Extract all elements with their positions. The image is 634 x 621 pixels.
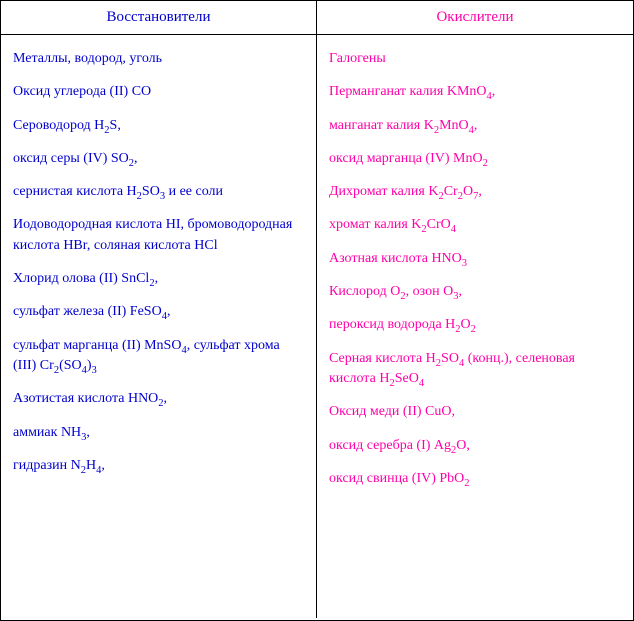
table-body-row: Металлы, водород, уголь Оксид углерода (I… xyxy=(1,35,633,618)
oxidizer-item: Галогены xyxy=(329,49,621,69)
oxidizer-item: оксид марганца (IV) MnO2 xyxy=(329,149,621,169)
reducer-item: аммиак NH3, xyxy=(13,423,304,443)
oxidizer-item: Азотная кислота HNO3 xyxy=(329,249,621,269)
reducer-item: Оксид углерода (II) CO xyxy=(13,82,304,102)
oxidizer-item: Перманганат калия KMnO4, xyxy=(329,82,621,102)
oxidizer-item: пероксид водорода H2O2 xyxy=(329,315,621,335)
oxidizer-item: хромат калия K2CrO4 xyxy=(329,215,621,235)
reducer-item: Иодоводородная кислота HI, бромоводородн… xyxy=(13,215,304,256)
reducer-item: сульфат железа (II) FeSO4, xyxy=(13,302,304,322)
reducer-item: Азотистая кислота HNO2, xyxy=(13,389,304,409)
oxidizer-item: манганат калия K2MnO4, xyxy=(329,116,621,136)
header-oxidizers: Окислители xyxy=(317,1,633,34)
reducer-item: гидразин N2H4, xyxy=(13,456,304,476)
reducer-item: сернистая кислота H2SO3 и ее соли xyxy=(13,182,304,202)
oxidizer-item: Оксид меди (II) CuO, xyxy=(329,402,621,422)
oxidizers-column: Галогены Перманганат калия KMnO4, манганат… xyxy=(317,35,633,618)
oxidizer-item: оксид серебра (I) Ag2O, xyxy=(329,436,621,456)
reducer-item: Сероводород H2S, xyxy=(13,116,304,136)
reducers-column: Металлы, водород, уголь Оксид углерода (I… xyxy=(1,35,317,618)
oxidizer-item: Дихромат калия K2Cr2O7, xyxy=(329,182,621,202)
oxidizer-item: Кислород O2, озон O3, xyxy=(329,282,621,302)
chemistry-table: Восстановители Окислители Металлы, водор… xyxy=(0,0,634,621)
oxidizer-item: оксид свинца (IV) PbO2 xyxy=(329,469,621,489)
reducer-item: оксид серы (IV) SO2, xyxy=(13,149,304,169)
reducer-item: сульфат марганца (II) MnSO4, сульфат хро… xyxy=(13,336,304,377)
table-header-row: Восстановители Окислители xyxy=(1,1,633,35)
header-reducers: Восстановители xyxy=(1,1,317,34)
oxidizer-item: Серная кислота H2SO4 (конц.), селеновая … xyxy=(329,349,621,390)
reducer-item: Металлы, водород, уголь xyxy=(13,49,304,69)
reducer-item: Хлорид олова (II) SnCl2, xyxy=(13,269,304,289)
